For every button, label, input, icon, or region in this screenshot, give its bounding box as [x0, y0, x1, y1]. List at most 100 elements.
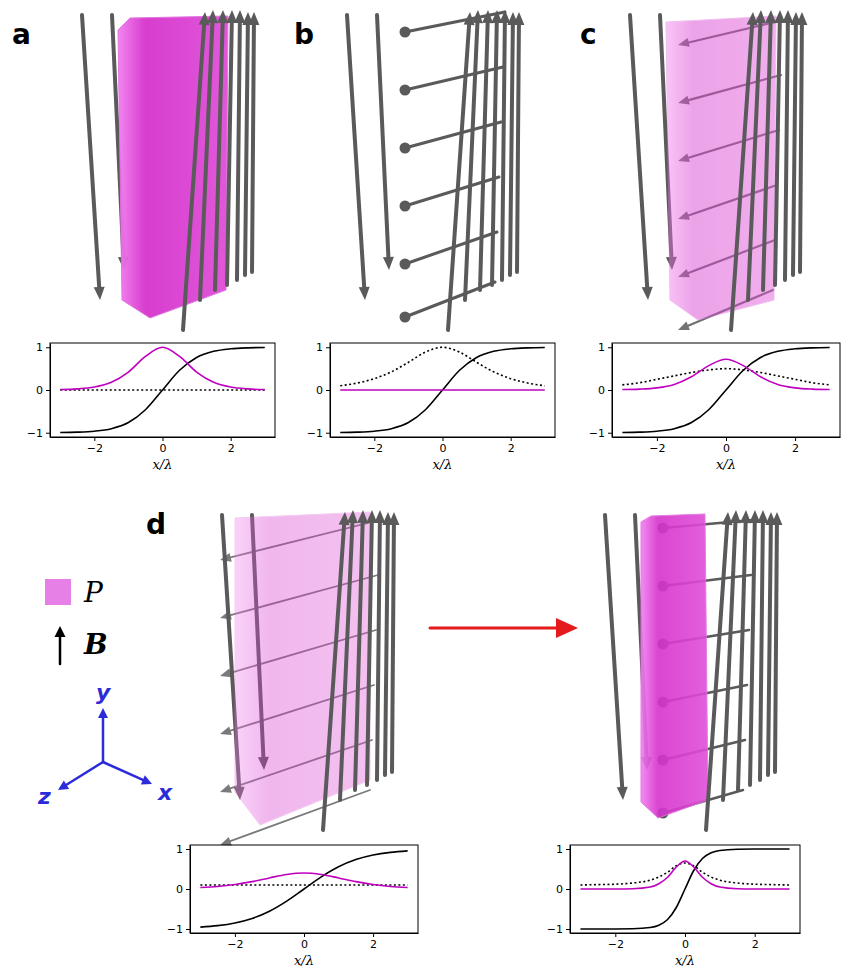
legend-arrow — [55, 626, 66, 664]
series-line — [580, 849, 789, 929]
arrow-head — [357, 510, 368, 523]
arrow-head — [220, 726, 232, 735]
arrow-head — [556, 618, 578, 638]
plot-area — [340, 347, 545, 432]
arrow-shaft — [775, 23, 780, 285]
tick: 0 — [301, 933, 308, 951]
y-axis: −1 0 1 — [547, 843, 571, 936]
tick: −1 — [589, 427, 612, 440]
tick: −2 — [367, 437, 383, 455]
x-axis: −202 — [51, 437, 276, 455]
tick-mark — [608, 433, 612, 434]
panel-label: d — [146, 508, 166, 541]
arrow-head — [642, 287, 653, 300]
tick-mark — [615, 933, 616, 937]
arrow-ball — [400, 143, 411, 154]
tick-mark — [326, 347, 330, 348]
arrow-shaft — [517, 25, 519, 272]
tick-label: −1 — [547, 923, 563, 936]
arrow-shaft — [66, 762, 103, 785]
field-illustration — [605, 510, 782, 830]
tick: 0 — [440, 437, 447, 455]
tick-label: 1 — [176, 843, 183, 856]
tick-label: 2 — [370, 938, 377, 951]
arrow-shaft — [385, 525, 388, 775]
arrow-shaft — [82, 15, 99, 287]
arrow — [507, 12, 518, 275]
legend-patch — [45, 579, 71, 605]
line-chart: −202−101x/λ — [547, 843, 801, 968]
tick: 1 — [36, 341, 50, 354]
tick-label: 0 — [556, 883, 563, 896]
arrow-head — [513, 12, 524, 25]
arrow-shaft — [750, 523, 755, 785]
arrow — [790, 12, 801, 275]
arrow-head — [383, 257, 394, 270]
field-illustration — [82, 10, 259, 330]
tick-mark — [235, 933, 236, 937]
arrow-head — [765, 10, 776, 23]
arrow-shaft — [465, 23, 477, 300]
tick-mark — [726, 437, 727, 441]
tick: 1 — [556, 843, 570, 856]
arrow — [82, 15, 105, 300]
arrow-head — [782, 10, 793, 23]
arrow-shaft — [377, 523, 380, 780]
arrow-shaft — [510, 25, 513, 275]
tick-mark — [46, 390, 50, 391]
tick-label: 2 — [228, 442, 235, 455]
arrow-head — [98, 708, 108, 718]
tick-label: 2 — [792, 442, 799, 455]
panel-label: c — [580, 18, 597, 51]
polarization-slab — [235, 512, 370, 825]
tick-label: 2 — [508, 442, 515, 455]
tick-mark — [685, 933, 686, 937]
tick-label: 0 — [440, 442, 447, 455]
series-line — [580, 861, 789, 889]
arrow — [630, 15, 653, 300]
series-line — [622, 369, 829, 385]
panel-label: a — [12, 18, 31, 51]
field-illustration — [220, 510, 399, 845]
tick: −2 — [227, 933, 243, 951]
arrow-shaft — [630, 15, 647, 287]
tick-mark — [186, 849, 190, 850]
arrow-head — [141, 775, 152, 784]
axis-direction-label: y — [96, 680, 112, 705]
tick-label: 0 — [598, 384, 605, 397]
plot-frame — [612, 343, 840, 437]
arrow-shaft — [355, 523, 363, 790]
arrow-head — [740, 510, 751, 523]
series-line — [622, 347, 829, 432]
arrow — [765, 512, 776, 775]
arrow-head — [220, 837, 232, 845]
tick-mark — [326, 390, 330, 391]
plot-frame — [330, 343, 555, 437]
arrow — [103, 762, 152, 784]
tick-label: 1 — [556, 843, 563, 856]
series-line — [622, 359, 829, 389]
tick: 0 — [682, 933, 689, 951]
tick: −2 — [87, 437, 103, 455]
series-line — [60, 347, 265, 432]
arrow-shaft — [227, 23, 232, 285]
tick-label: −2 — [649, 442, 665, 455]
series-line — [200, 873, 407, 888]
tick: −2 — [608, 933, 624, 951]
plot-frame — [570, 845, 800, 933]
arrow-shaft — [785, 23, 788, 280]
y-axis: −101 — [27, 341, 51, 439]
arrow-head — [482, 10, 493, 23]
arrow-shaft — [102, 718, 105, 762]
tick-mark — [608, 347, 612, 348]
series-line — [60, 347, 265, 389]
tick-mark — [231, 437, 232, 441]
tick-mark — [566, 849, 570, 850]
series-line — [340, 347, 545, 432]
arrow-head — [755, 10, 766, 23]
series-line — [340, 347, 545, 385]
x-axis: −2 0 2 — [331, 437, 556, 455]
arrow — [248, 12, 259, 272]
plot-area — [580, 849, 789, 929]
tick: 2 — [228, 437, 235, 455]
